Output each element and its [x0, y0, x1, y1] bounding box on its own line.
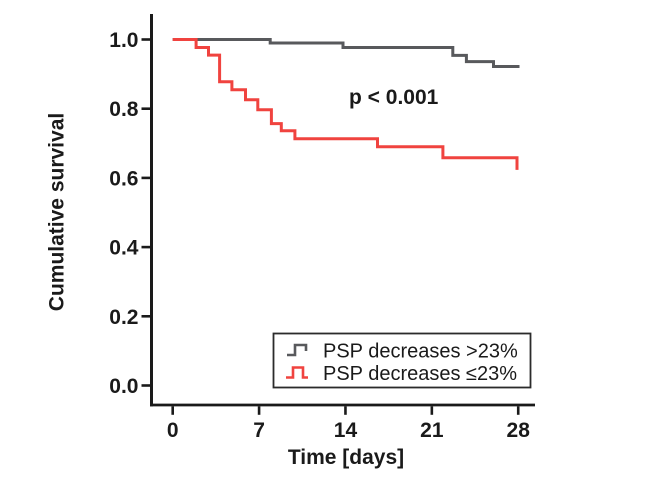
- y-axis-title: Cumulative survival: [46, 113, 69, 311]
- survival-curves: [172, 38, 520, 170]
- axis-ticks: 0 7 14 21 28 1.0 0.8 0.6 0.4 0.2 0.0: [109, 29, 530, 442]
- legend-label-le23: PSP decreases ≤23%: [323, 363, 517, 385]
- legend-step-glyph-red: [286, 366, 308, 379]
- y-tick-label: 0.0: [109, 375, 138, 398]
- x-tick-label: 21: [420, 419, 444, 442]
- legend-step-glyph-gray: [287, 343, 308, 357]
- y-tick-label: 0.6: [109, 167, 138, 190]
- legend-label-gt23: PSP decreases >23%: [323, 341, 518, 363]
- y-tick-label: 0.4: [109, 237, 139, 260]
- legend: PSP decreases >23% PSP decreases ≤23%: [272, 332, 532, 389]
- x-tick-label: 7: [253, 419, 265, 442]
- survival-curve-psp-gt23: [172, 38, 520, 68]
- x-tick-label: 28: [507, 419, 531, 442]
- x-tick-label: 0: [167, 419, 179, 442]
- legend-box: [272, 332, 532, 389]
- x-tick-label: 14: [334, 419, 358, 442]
- y-tick-label: 0.8: [109, 98, 139, 121]
- x-axis-title: Time [days]: [288, 446, 404, 469]
- y-tick-label: 0.2: [109, 306, 138, 329]
- p-value-annotation: p < 0.001: [349, 86, 439, 109]
- survival-curve-psp-le23: [172, 38, 519, 170]
- y-tick-label: 1.0: [109, 29, 138, 52]
